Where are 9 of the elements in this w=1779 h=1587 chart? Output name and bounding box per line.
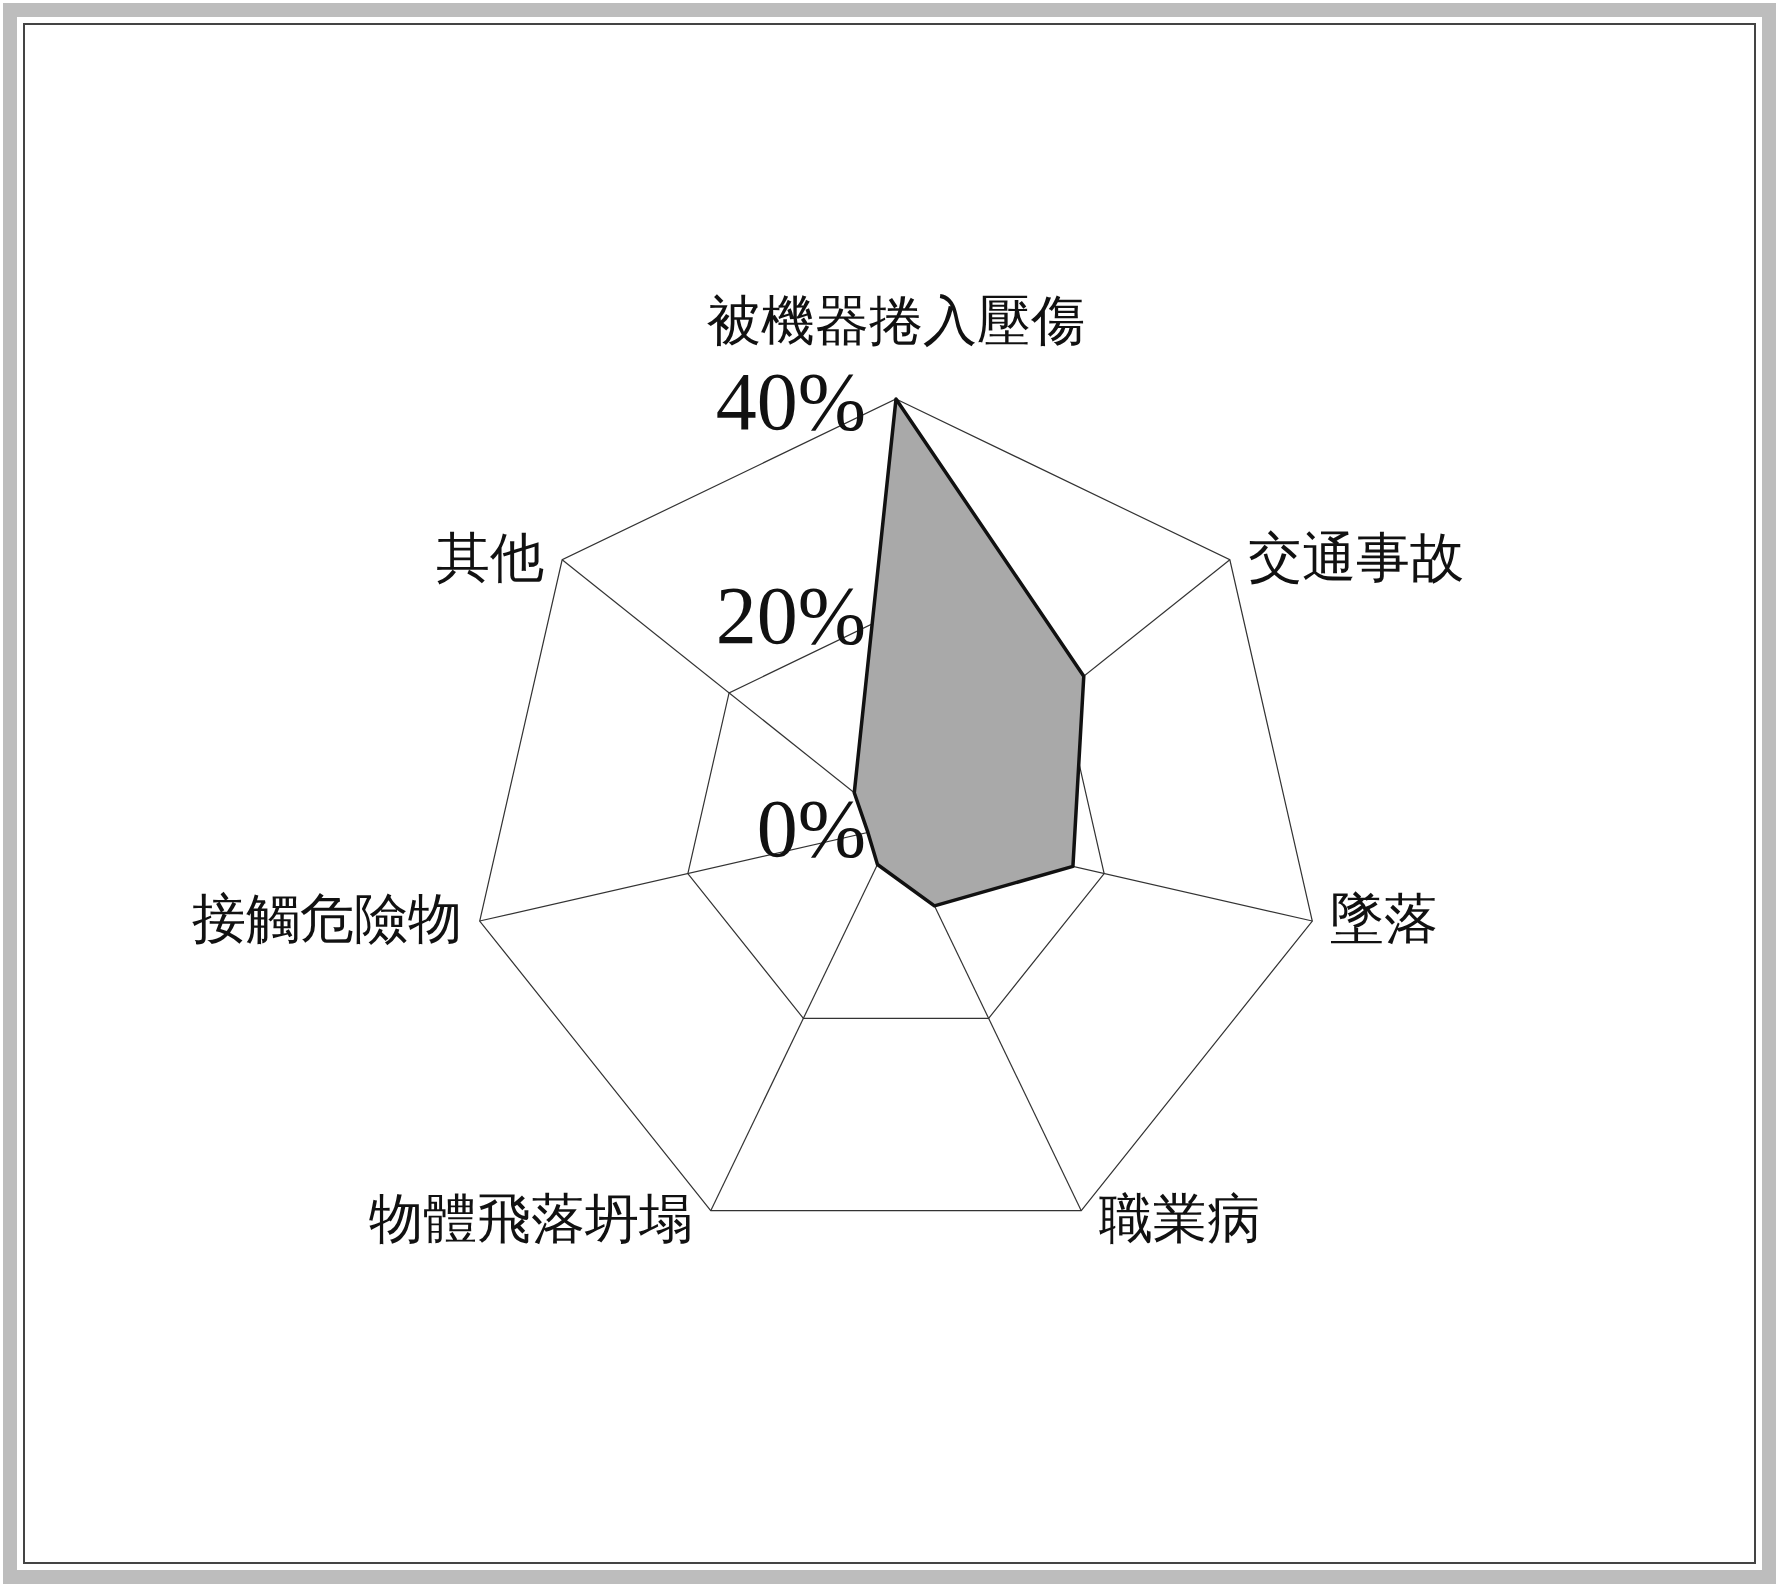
spoke-label: 被機器捲入壓傷 — [707, 291, 1085, 351]
spoke-label: 墜落 — [1330, 889, 1439, 950]
spoke-label: 接觸危險物 — [191, 889, 462, 950]
y-tick-label: 20% — [715, 569, 866, 661]
y-tick-label: 40% — [715, 356, 866, 447]
spoke-label: 其他 — [436, 527, 545, 588]
spoke-label: 職業病 — [1099, 1188, 1262, 1249]
spoke-label: 交通事故 — [1247, 527, 1464, 588]
spoke-label: 物體飛落坍塌 — [368, 1188, 693, 1249]
